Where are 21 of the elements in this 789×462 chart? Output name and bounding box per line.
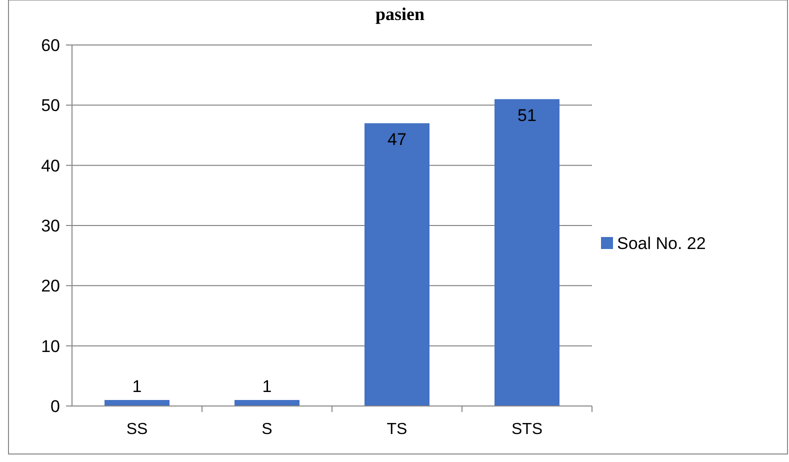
y-tick-label: 20 [41,276,60,296]
y-tick-label: 60 [41,36,60,55]
y-tick-label: 40 [41,156,60,176]
bar [234,400,300,406]
data-label: 1 [132,376,142,396]
y-tick-label: 30 [41,216,60,236]
legend-label: Soal No. 22 [617,234,706,253]
y-tick-label: 50 [41,96,60,116]
data-label: 47 [388,130,406,150]
x-tick-label: TS [386,421,408,438]
y-tick-label: 0 [50,396,60,416]
bar [364,123,430,406]
chart-title: pasien [375,4,425,24]
data-label: 51 [518,106,536,126]
y-tick-label: 10 [41,336,60,356]
bar [494,99,560,406]
x-tick-label: SS [126,421,148,438]
data-label: 1 [262,376,272,396]
bar [104,400,170,406]
x-tick-label: S [262,421,272,438]
x-tick-label: STS [511,421,543,438]
